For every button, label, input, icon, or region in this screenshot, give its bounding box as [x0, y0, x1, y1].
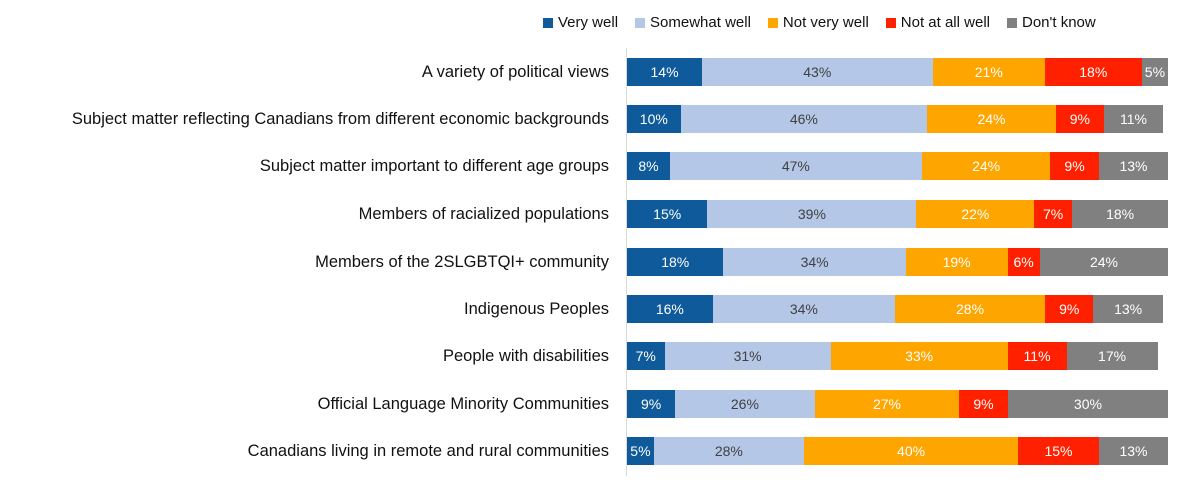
stacked-bar: 16% 34% 28% 9% 13% [627, 295, 1163, 323]
bar-row: Members of racialized populations 15% 39% 2… [0, 200, 1186, 228]
bar-segment: 5% [1141, 58, 1169, 86]
bar-segment: 13% [1098, 437, 1169, 465]
bar-row: Canadians living in remote and rural com… [0, 437, 1186, 465]
category-label: People with disabilities [442, 347, 609, 365]
bar-segment: 34% [712, 295, 895, 323]
legend-label: Very well [558, 14, 619, 31]
stacked-bar: 7% 31% 33% 11% 17% [627, 342, 1158, 370]
bar-segment: 31% [664, 342, 831, 370]
bar-segment: 21% [932, 58, 1046, 86]
bar-segment: 11% [1104, 105, 1163, 133]
bar-segment: 17% [1066, 342, 1158, 370]
bar-segment: 10% [627, 105, 681, 133]
legend-item: Somewhat well [635, 14, 751, 31]
category-label: Indigenous Peoples [464, 300, 609, 318]
category-label: Subject matter important to different ag… [259, 157, 609, 175]
bar-segment: 39% [707, 200, 917, 228]
bar-row: Official Language Minority Communities 9%… [0, 390, 1186, 418]
stacked-bar: 10% 46% 24% 9% 11% [627, 105, 1163, 133]
bar-segment: 9% [1050, 152, 1099, 180]
stacked-bar: 5% 28% 40% 15% 13% [627, 437, 1169, 465]
bar-segment: 19% [905, 248, 1008, 276]
legend-item: Not very well [767, 14, 869, 31]
bar-segment: 33% [830, 342, 1008, 370]
legend-label: Not very well [782, 14, 869, 31]
bar-segment: 24% [1039, 248, 1169, 276]
legend-item: Not at all well [885, 14, 990, 31]
bar-segment: 30% [1007, 390, 1169, 418]
bar-row: Subject matter important to different ag… [0, 152, 1186, 180]
bar-row: People with disabilities 7% 31% 33% 11% 17% [0, 342, 1186, 370]
bar-segment: 15% [627, 200, 708, 228]
bar-segment: 46% [680, 105, 928, 133]
legend-swatch-icon [543, 17, 553, 28]
bar-segment: 13% [1093, 295, 1163, 323]
bar-segment: 24% [921, 152, 1051, 180]
bar-row: Members of the 2SLGBTQI+ community 18% 34%… [0, 248, 1186, 276]
bar-segment: 16% [627, 295, 713, 323]
stacked-bar: 15% 39% 22% 7% 18% [627, 200, 1169, 228]
bar-segment: 6% [1007, 248, 1040, 276]
bar-row: Subject matter reflecting Canadians from… [0, 105, 1186, 133]
legend-label: Don't know [1021, 14, 1096, 31]
legend-swatch-icon [1006, 17, 1017, 28]
bar-segment: 28% [894, 295, 1046, 323]
legend-label: Not at all well [900, 14, 990, 31]
bar-segment: 11% [1007, 342, 1067, 370]
legend-swatch-icon [635, 17, 646, 28]
bar-segment: 47% [669, 152, 922, 180]
category-label: Subject matter reflecting Canadians from… [71, 110, 609, 128]
stacked-bar: 8% 47% 24% 9% 13% [627, 152, 1169, 180]
bar-row: Indigenous Peoples 16% 34% 28% 9% 13% [0, 295, 1186, 323]
bar-segment: 14% [627, 58, 703, 86]
stacked-bar: 9% 26% 27% 9% 30% [627, 390, 1169, 418]
bar-segment: 28% [653, 437, 804, 465]
bar-segment: 24% [927, 105, 1056, 133]
legend-item: Don't know [1006, 14, 1096, 31]
bar-segment: 7% [1034, 200, 1072, 228]
category-label: Members of racialized populations [358, 205, 609, 223]
bar-segment: 18% [627, 248, 724, 276]
bar-row: A variety of political views 14% 43% 21% 18%… [0, 58, 1186, 86]
bar-segment: 27% [814, 390, 960, 418]
category-label: Members of the 2SLGBTQI+ community [315, 253, 609, 271]
bar-segment: 18% [1045, 58, 1142, 86]
bar-segment: 8% [627, 152, 670, 180]
bar-segment: 26% [675, 390, 815, 418]
bar-segment: 18% [1071, 200, 1169, 228]
bar-segment: 13% [1098, 152, 1169, 180]
chart-legend: Very well Somewhat well Not very well Not a… [543, 14, 1113, 31]
stacked-bar: 18% 34% 19% 6% 24% [627, 248, 1169, 276]
category-label: Official Language Minority Communities [317, 395, 609, 413]
legend-item: Very well [543, 14, 618, 31]
legend-label: Somewhat well [650, 14, 751, 31]
bar-segment: 5% [627, 437, 654, 465]
bar-segment: 9% [627, 390, 676, 418]
legend-swatch-icon [885, 17, 896, 28]
category-axis-line [626, 48, 627, 476]
category-label: A variety of political views [421, 63, 609, 81]
category-label: Canadians living in remote and rural com… [247, 442, 609, 460]
bar-segment: 9% [959, 390, 1008, 418]
bar-segment: 9% [1055, 105, 1104, 133]
bar-segment: 40% [803, 437, 1019, 465]
bar-segment: 34% [723, 248, 906, 276]
stacked-bar: 14% 43% 21% 18% 5% [627, 58, 1169, 86]
bar-segment: 7% [627, 342, 665, 370]
bar-segment: 15% [1018, 437, 1099, 465]
bar-segment: 22% [916, 200, 1035, 228]
bar-segment: 43% [702, 58, 933, 86]
bar-segment: 9% [1045, 295, 1094, 323]
legend-swatch-icon [767, 17, 778, 28]
